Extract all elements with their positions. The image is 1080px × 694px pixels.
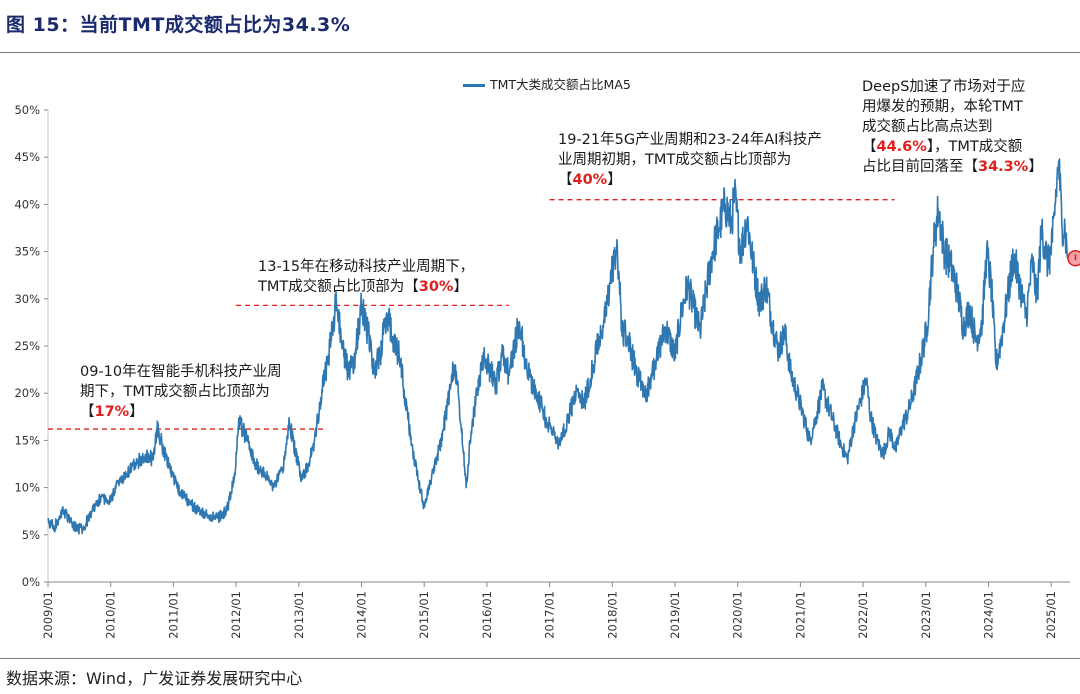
bracket-open: 【 bbox=[558, 172, 573, 188]
data-source: 数据来源：Wind，广发证券发展研究中心 bbox=[6, 669, 303, 688]
figure-title: 图 15：当前TMT成交额占比为34.3% bbox=[6, 14, 351, 36]
annotation-2019-2024: 19-21年5G产业周期和23-24年AI科技产 业周期初期，TMT成交额占比顶… bbox=[558, 130, 822, 190]
x-tick-label: 2022/01 bbox=[856, 591, 870, 639]
bracket-open: 【 bbox=[80, 404, 95, 420]
legend-label: TMT大类成交额占比MA5 bbox=[490, 77, 631, 92]
bracket-close: 】 bbox=[926, 139, 935, 155]
y-tick-label: 25% bbox=[14, 339, 40, 353]
y-axis: 0% 5% 10% 15% 20% 25% 30% 35% 40% 45% 50% bbox=[14, 103, 49, 589]
x-tick-label: 2013/01 bbox=[292, 591, 306, 639]
highlight-value: 40% bbox=[572, 172, 608, 188]
bracket-open: 【 bbox=[963, 159, 979, 175]
annotation-line: 业周期初期，TMT成交额占比顶部为 bbox=[558, 152, 792, 168]
annotation-line: 19-21年5G产业周期和23-24年AI科技产 bbox=[558, 132, 822, 148]
highlight-value: 44.6% bbox=[876, 139, 927, 155]
annotation-deepseek: DeepS加速了市场对于应 用爆发的预期，本轮TMT 成交额占比高点达到 【44… bbox=[862, 77, 1043, 177]
footer-divider bbox=[0, 658, 1080, 659]
bracket-open: 【 bbox=[404, 279, 419, 295]
y-tick-label: 45% bbox=[14, 150, 40, 164]
x-tick-label: 2020/01 bbox=[731, 591, 745, 639]
x-tick-label: 2023/01 bbox=[919, 591, 933, 639]
x-tick-label: 2009/01 bbox=[41, 591, 55, 639]
x-tick-label: 2016/01 bbox=[480, 591, 494, 639]
x-tick-label: 2017/01 bbox=[543, 591, 557, 639]
series-line-tmt-ma5 bbox=[47, 158, 1069, 535]
annotation-text: 占比目前回落至 bbox=[862, 159, 964, 175]
y-tick-label: 35% bbox=[14, 245, 40, 259]
bracket-close: 】 bbox=[453, 279, 468, 295]
y-tick-label: 50% bbox=[14, 103, 40, 117]
x-tick-label: 2019/01 bbox=[668, 591, 682, 639]
annotation-line: 09-10年在智能手机科技产业周 bbox=[80, 364, 282, 380]
annotation-text: TMT成交额占比顶部为 bbox=[258, 279, 405, 295]
bracket-close: 】 bbox=[129, 404, 144, 420]
x-tick-label: 2024/01 bbox=[981, 591, 995, 639]
y-tick-label: 40% bbox=[14, 197, 40, 211]
x-tick-label: 2021/01 bbox=[793, 591, 807, 639]
legend-swatch bbox=[463, 84, 485, 87]
line-chart: 0%5%10%15%20%25%30%35%40%45%50% 2009/01 2… bbox=[14, 103, 1080, 639]
x-tick-label: 2011/01 bbox=[166, 591, 180, 639]
y-tick-label: 20% bbox=[14, 386, 40, 400]
y-tick-label: 15% bbox=[14, 433, 40, 447]
x-tick-label: 2015/01 bbox=[417, 591, 431, 639]
bracket-close: 】 bbox=[607, 172, 622, 188]
y-tick-label: 30% bbox=[14, 292, 40, 306]
y-tick-label: 0% bbox=[22, 575, 40, 589]
bracket-open: 【 bbox=[862, 139, 877, 155]
annotation-line: 13-15年在移动科技产业周期下， bbox=[258, 259, 475, 275]
annotation-line: DeepS加速了市场对于应 bbox=[862, 79, 1026, 95]
x-axis: 2009/01 2010/01 2011/01 2012/01 2013/01 2014/… bbox=[41, 582, 1058, 639]
annotation-line: 成交额占比高点达到 bbox=[862, 119, 993, 135]
figure-header: 图 15：当前TMT成交额占比为34.3% bbox=[0, 0, 1080, 52]
annotation-2013-2015: 13-15年在移动科技产业周期下， TMT成交额占比顶部为【30%】 bbox=[258, 257, 474, 297]
annotation-line: 用爆发的预期，本轮TMT bbox=[862, 99, 1023, 115]
bracket-close: 】 bbox=[1028, 159, 1043, 175]
highlight-value: 17% bbox=[94, 404, 130, 420]
y-tick-label: 5% bbox=[22, 528, 40, 542]
annotation-line: 期下，TMT成交额占比顶部为 bbox=[80, 384, 270, 400]
x-tick-label: 2025/01 bbox=[1044, 591, 1058, 639]
current-value-marker bbox=[1067, 249, 1080, 267]
x-tick-label: 2012/01 bbox=[229, 591, 243, 639]
header-divider bbox=[0, 52, 1080, 53]
annotation-text: ，TMT成交额 bbox=[934, 139, 1023, 155]
highlight-value: 34.3% bbox=[978, 159, 1029, 175]
x-tick-label: 2018/01 bbox=[605, 591, 619, 639]
chart-legend: TMT大类成交额占比MA5 bbox=[463, 74, 631, 93]
x-tick-label: 2014/01 bbox=[354, 591, 368, 639]
y-tick-label: 10% bbox=[14, 481, 40, 495]
x-tick-label: 2010/01 bbox=[104, 591, 118, 639]
highlight-value: 30% bbox=[418, 279, 454, 295]
annotation-2009-2010: 09-10年在智能手机科技产业周 期下，TMT成交额占比顶部为 【17%】 bbox=[80, 362, 282, 422]
